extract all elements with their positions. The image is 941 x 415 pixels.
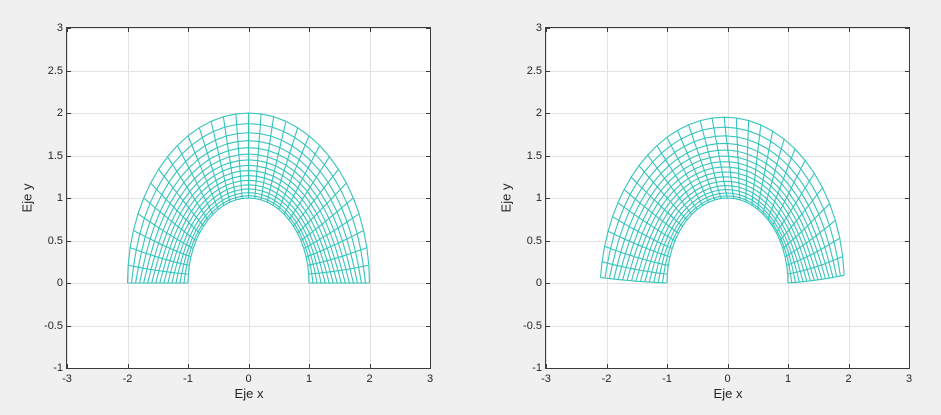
left-x-tick-label: -1 (183, 373, 193, 385)
left-y-tick-label: 2 (56, 107, 63, 119)
left-plot-canvas (66, 27, 431, 369)
left-y-tick-label: 2.5 (47, 64, 63, 77)
left-x-tick-label: -3 (62, 373, 72, 385)
right-y-tick-label: 2 (535, 107, 542, 119)
left-axes-box (66, 27, 431, 369)
left-x-tick-label: 3 (426, 373, 434, 385)
right-y-tick-label: 0.5 (526, 234, 542, 247)
right-x-tick-label: 0 (724, 373, 731, 385)
right-plot-xaxis-label: Eje x (713, 386, 743, 401)
right-plot-canvas (545, 27, 910, 369)
right-x-tick-label: 1 (784, 373, 792, 385)
right-x-tick-label: -1 (662, 373, 672, 385)
right-x-tick-label: 2 (845, 373, 852, 385)
left-x-tick-label: 0 (245, 373, 252, 385)
right-x-tick-label: 3 (905, 373, 913, 385)
left-mesh-lines (126, 112, 371, 284)
right-axes-box (545, 27, 910, 369)
left-x-tick-label: -2 (122, 373, 133, 385)
right-y-tick-label: 3 (535, 22, 542, 34)
right-mesh-lines (599, 116, 845, 284)
right-y-tick-label: -1 (532, 362, 542, 374)
right-y-tick-label: 1.5 (526, 149, 542, 162)
left-y-tick-label: 1.5 (47, 149, 63, 162)
right-plot-yaxis-label: Eje y (498, 183, 514, 213)
left-y-tick-label: 3 (56, 22, 63, 34)
right-y-tick-label: 0 (535, 277, 542, 289)
left-y-tick-label: 0.5 (47, 234, 63, 247)
left-plot-xaxis-label: Eje x (234, 386, 264, 401)
left-x-tick-label: 1 (305, 373, 313, 385)
left-y-tick-label: 0 (56, 277, 63, 289)
right-y-tick-label: 2.5 (526, 64, 542, 77)
left-x-tick-label: 2 (366, 373, 373, 385)
left-plot-yaxis-label: Eje y (19, 183, 35, 213)
right-y-tick-label: -0.5 (523, 319, 542, 332)
left-y-tick-label: -1 (53, 362, 63, 374)
right-x-tick-label: -3 (541, 373, 551, 385)
right-x-tick-label: -2 (601, 373, 612, 385)
left-y-tick-label: -0.5 (44, 319, 63, 332)
